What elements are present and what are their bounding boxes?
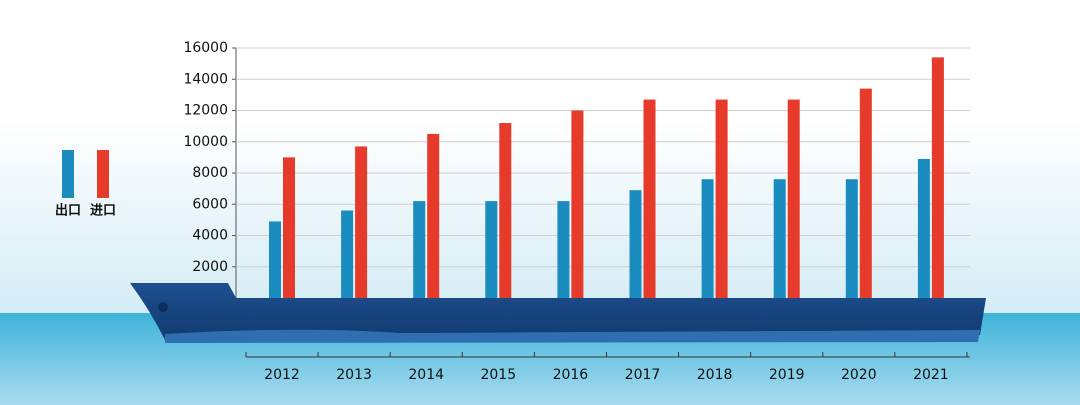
bar (427, 133, 440, 298)
y-tick-label: 16000 (183, 40, 228, 56)
x-tick-label: 2021 (913, 367, 949, 383)
x-tick-label: 2019 (769, 367, 805, 383)
bar (931, 57, 944, 298)
bar (917, 158, 930, 298)
bar (341, 210, 354, 298)
bar (773, 179, 786, 298)
legend-swatch (62, 150, 74, 198)
x-tick-label: 2017 (625, 367, 661, 383)
bar (355, 146, 368, 298)
y-tick-label: 12000 (183, 103, 228, 119)
bar (629, 190, 642, 298)
y-tick-label: 6000 (192, 196, 228, 212)
bar (859, 88, 872, 298)
y-tick-label: 10000 (183, 134, 228, 150)
bar (787, 99, 800, 298)
x-tick-label: 2016 (553, 367, 589, 383)
bar (557, 201, 570, 298)
x-tick-label: 2013 (336, 367, 372, 383)
legend-label: 进口 (90, 204, 116, 219)
x-tick-label: 2012 (264, 367, 300, 383)
x-tick-label: 2020 (841, 367, 877, 383)
y-tick-label: 4000 (192, 228, 228, 244)
x-tick-label: 2018 (697, 367, 733, 383)
bar (283, 157, 295, 298)
bar (715, 99, 728, 298)
bar (269, 221, 281, 298)
bar (845, 179, 858, 298)
bar (571, 110, 584, 298)
y-tick-label: 14000 (183, 71, 228, 87)
ship-stripe (165, 329, 980, 343)
legend-swatch (97, 150, 109, 198)
bar (643, 99, 656, 298)
bar (413, 201, 426, 298)
bar (499, 123, 512, 298)
ship-porthole (158, 302, 168, 312)
bar (485, 201, 498, 298)
ship-hull (130, 283, 986, 340)
y-tick-label: 8000 (192, 165, 228, 181)
legend-label: 出口 (55, 203, 81, 219)
y-tick-label: 2000 (192, 259, 228, 275)
x-tick-label: 2014 (408, 367, 444, 383)
x-tick-label: 2015 (480, 367, 516, 383)
bar (701, 179, 714, 298)
